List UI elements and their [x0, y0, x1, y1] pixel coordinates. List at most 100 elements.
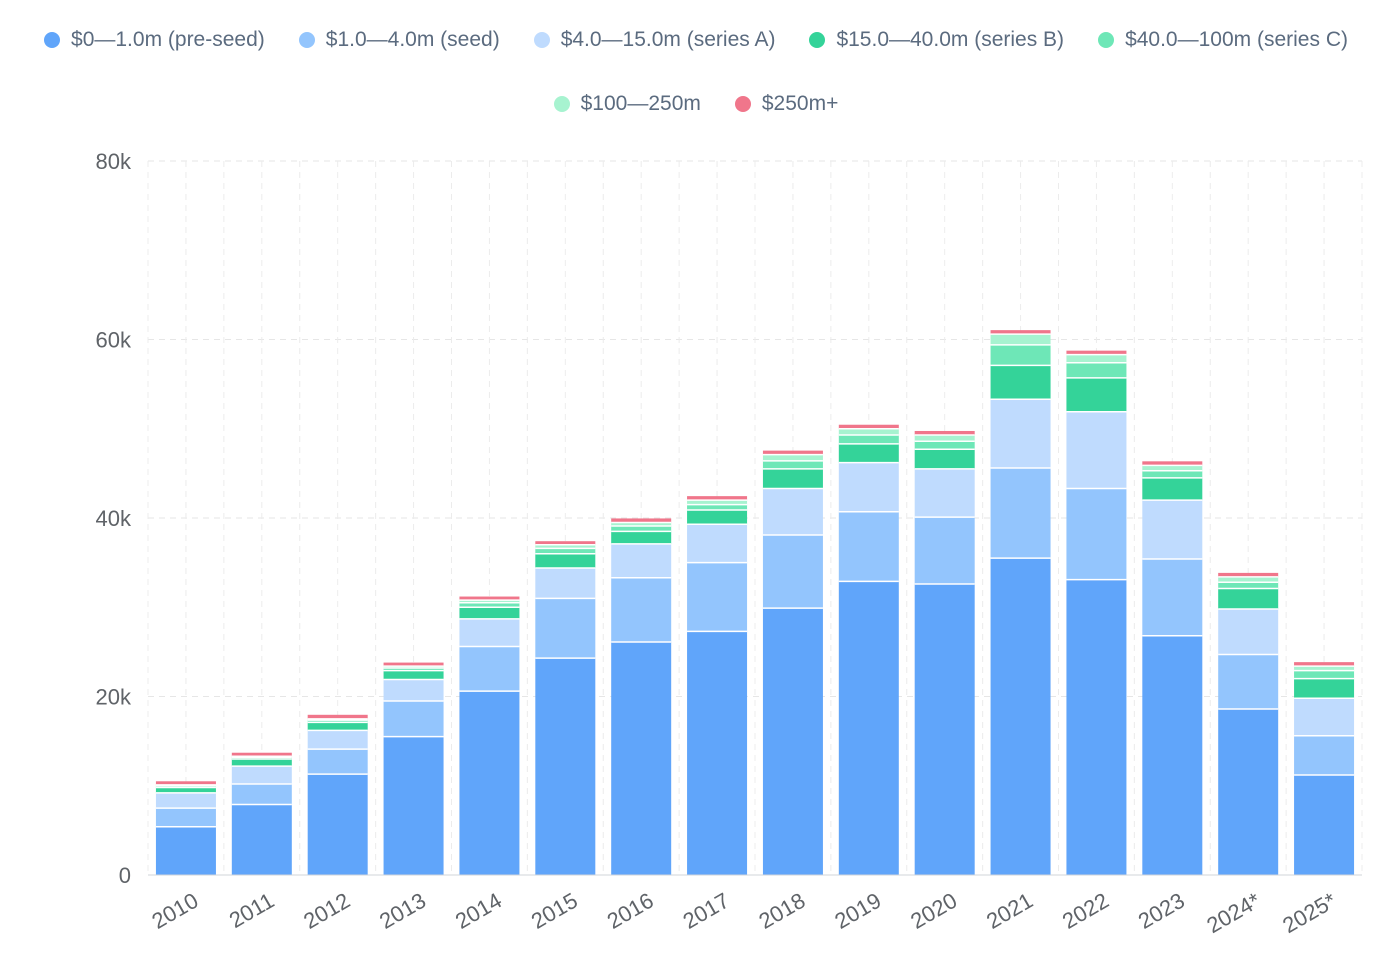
bar-segment[interactable] — [762, 460, 823, 469]
bar-segment[interactable] — [155, 808, 216, 827]
bar-segment[interactable] — [1066, 411, 1127, 489]
bar-segment[interactable] — [1294, 678, 1355, 699]
bar-segment[interactable] — [1142, 470, 1203, 478]
bar-segment[interactable] — [990, 344, 1051, 366]
bar-segment[interactable] — [1066, 354, 1127, 363]
legend-item[interactable]: $1.0—4.0m (seed) — [298, 28, 500, 52]
bar-segment[interactable] — [611, 531, 672, 544]
bar-segment[interactable] — [838, 581, 899, 875]
bar-segment[interactable] — [1218, 654, 1279, 709]
bar-segment[interactable] — [307, 774, 368, 875]
bar-segment[interactable] — [990, 468, 1051, 559]
bar-segment[interactable] — [383, 666, 444, 668]
bar-segment[interactable] — [535, 658, 596, 875]
bar-segment[interactable] — [307, 720, 368, 723]
bar-segment[interactable] — [762, 534, 823, 609]
legend-item[interactable]: $250m+ — [734, 92, 838, 116]
bar-segment[interactable] — [1142, 465, 1203, 471]
bar-segment[interactable] — [535, 548, 596, 554]
bar-segment[interactable] — [383, 700, 444, 737]
bar-segment[interactable] — [1066, 362, 1127, 378]
bar-segment[interactable] — [611, 642, 672, 875]
bar-segment[interactable] — [762, 454, 823, 461]
bar-segment[interactable] — [762, 450, 823, 455]
bar-segment[interactable] — [307, 730, 368, 750]
bar-segment[interactable] — [914, 430, 975, 435]
bar-segment[interactable] — [611, 518, 672, 523]
bar-segment[interactable] — [459, 602, 520, 608]
bar-segment[interactable] — [383, 670, 444, 680]
bar-segment[interactable] — [1294, 735, 1355, 776]
bar-segment[interactable] — [1066, 488, 1127, 580]
bar-segment[interactable] — [155, 787, 216, 793]
bar-segment[interactable] — [459, 596, 520, 601]
bar-segment[interactable] — [155, 792, 216, 809]
bar-segment[interactable] — [535, 553, 596, 568]
bar-segment[interactable] — [990, 399, 1051, 469]
bar-segment[interactable] — [687, 631, 748, 875]
bar-segment[interactable] — [687, 504, 748, 510]
bar-segment[interactable] — [687, 562, 748, 632]
bar-segment[interactable] — [1294, 662, 1355, 667]
bar-segment[interactable] — [1294, 666, 1355, 671]
bar-segment[interactable] — [231, 783, 292, 805]
bar-segment[interactable] — [990, 558, 1051, 875]
bar-segment[interactable] — [383, 736, 444, 875]
bar-segment[interactable] — [1218, 708, 1279, 875]
bar-segment[interactable] — [914, 468, 975, 518]
bar-segment[interactable] — [838, 462, 899, 512]
bar-segment[interactable] — [307, 749, 368, 775]
bar-segment[interactable] — [459, 600, 520, 603]
bar-segment[interactable] — [914, 584, 975, 875]
bar-segment[interactable] — [990, 330, 1051, 335]
bar-segment[interactable] — [307, 722, 368, 731]
bar-segment[interactable] — [155, 781, 216, 785]
bar-segment[interactable] — [838, 443, 899, 463]
bar-segment[interactable] — [231, 766, 292, 784]
bar-segment[interactable] — [762, 608, 823, 875]
bar-segment[interactable] — [687, 524, 748, 563]
bar-segment[interactable] — [1218, 572, 1279, 577]
bar-segment[interactable] — [459, 618, 520, 647]
bar-segment[interactable] — [990, 365, 1051, 400]
bar-segment[interactable] — [611, 543, 672, 578]
bar-segment[interactable] — [1142, 461, 1203, 466]
bar-segment[interactable] — [762, 488, 823, 535]
bar-segment[interactable] — [611, 577, 672, 643]
legend-item[interactable]: $15.0—40.0m (series B) — [809, 28, 1064, 52]
bar-segment[interactable] — [838, 511, 899, 582]
bar-segment[interactable] — [383, 662, 444, 667]
bar-segment[interactable] — [914, 434, 975, 442]
bar-segment[interactable] — [1142, 635, 1203, 875]
bar-segment[interactable] — [155, 785, 216, 788]
bar-segment[interactable] — [1142, 559, 1203, 636]
bar-segment[interactable] — [231, 758, 292, 767]
bar-segment[interactable] — [535, 544, 596, 549]
bar-segment[interactable] — [307, 714, 368, 719]
bar-segment[interactable] — [762, 468, 823, 489]
bar-segment[interactable] — [1218, 588, 1279, 610]
bar-segment[interactable] — [459, 607, 520, 619]
bar-segment[interactable] — [687, 496, 748, 501]
bar-segment[interactable] — [231, 804, 292, 875]
bar-segment[interactable] — [535, 541, 596, 545]
bar-segment[interactable] — [231, 757, 292, 759]
legend-item[interactable]: $40.0—100m (series C) — [1098, 28, 1348, 52]
bar-segment[interactable] — [1218, 609, 1279, 655]
bar-segment[interactable] — [1294, 670, 1355, 679]
bar-segment[interactable] — [687, 500, 748, 505]
bar-segment[interactable] — [914, 517, 975, 585]
bar-segment[interactable] — [383, 679, 444, 701]
bar-segment[interactable] — [611, 526, 672, 532]
bar-segment[interactable] — [1294, 698, 1355, 736]
bar-segment[interactable] — [231, 752, 292, 757]
bar-segment[interactable] — [687, 509, 748, 525]
bar-segment[interactable] — [1218, 582, 1279, 589]
bar-segment[interactable] — [155, 826, 216, 875]
bar-segment[interactable] — [1218, 576, 1279, 583]
bar-segment[interactable] — [535, 567, 596, 599]
bar-segment[interactable] — [1142, 500, 1203, 560]
bar-segment[interactable] — [838, 428, 899, 435]
bar-segment[interactable] — [914, 441, 975, 450]
bar-segment[interactable] — [1142, 477, 1203, 501]
